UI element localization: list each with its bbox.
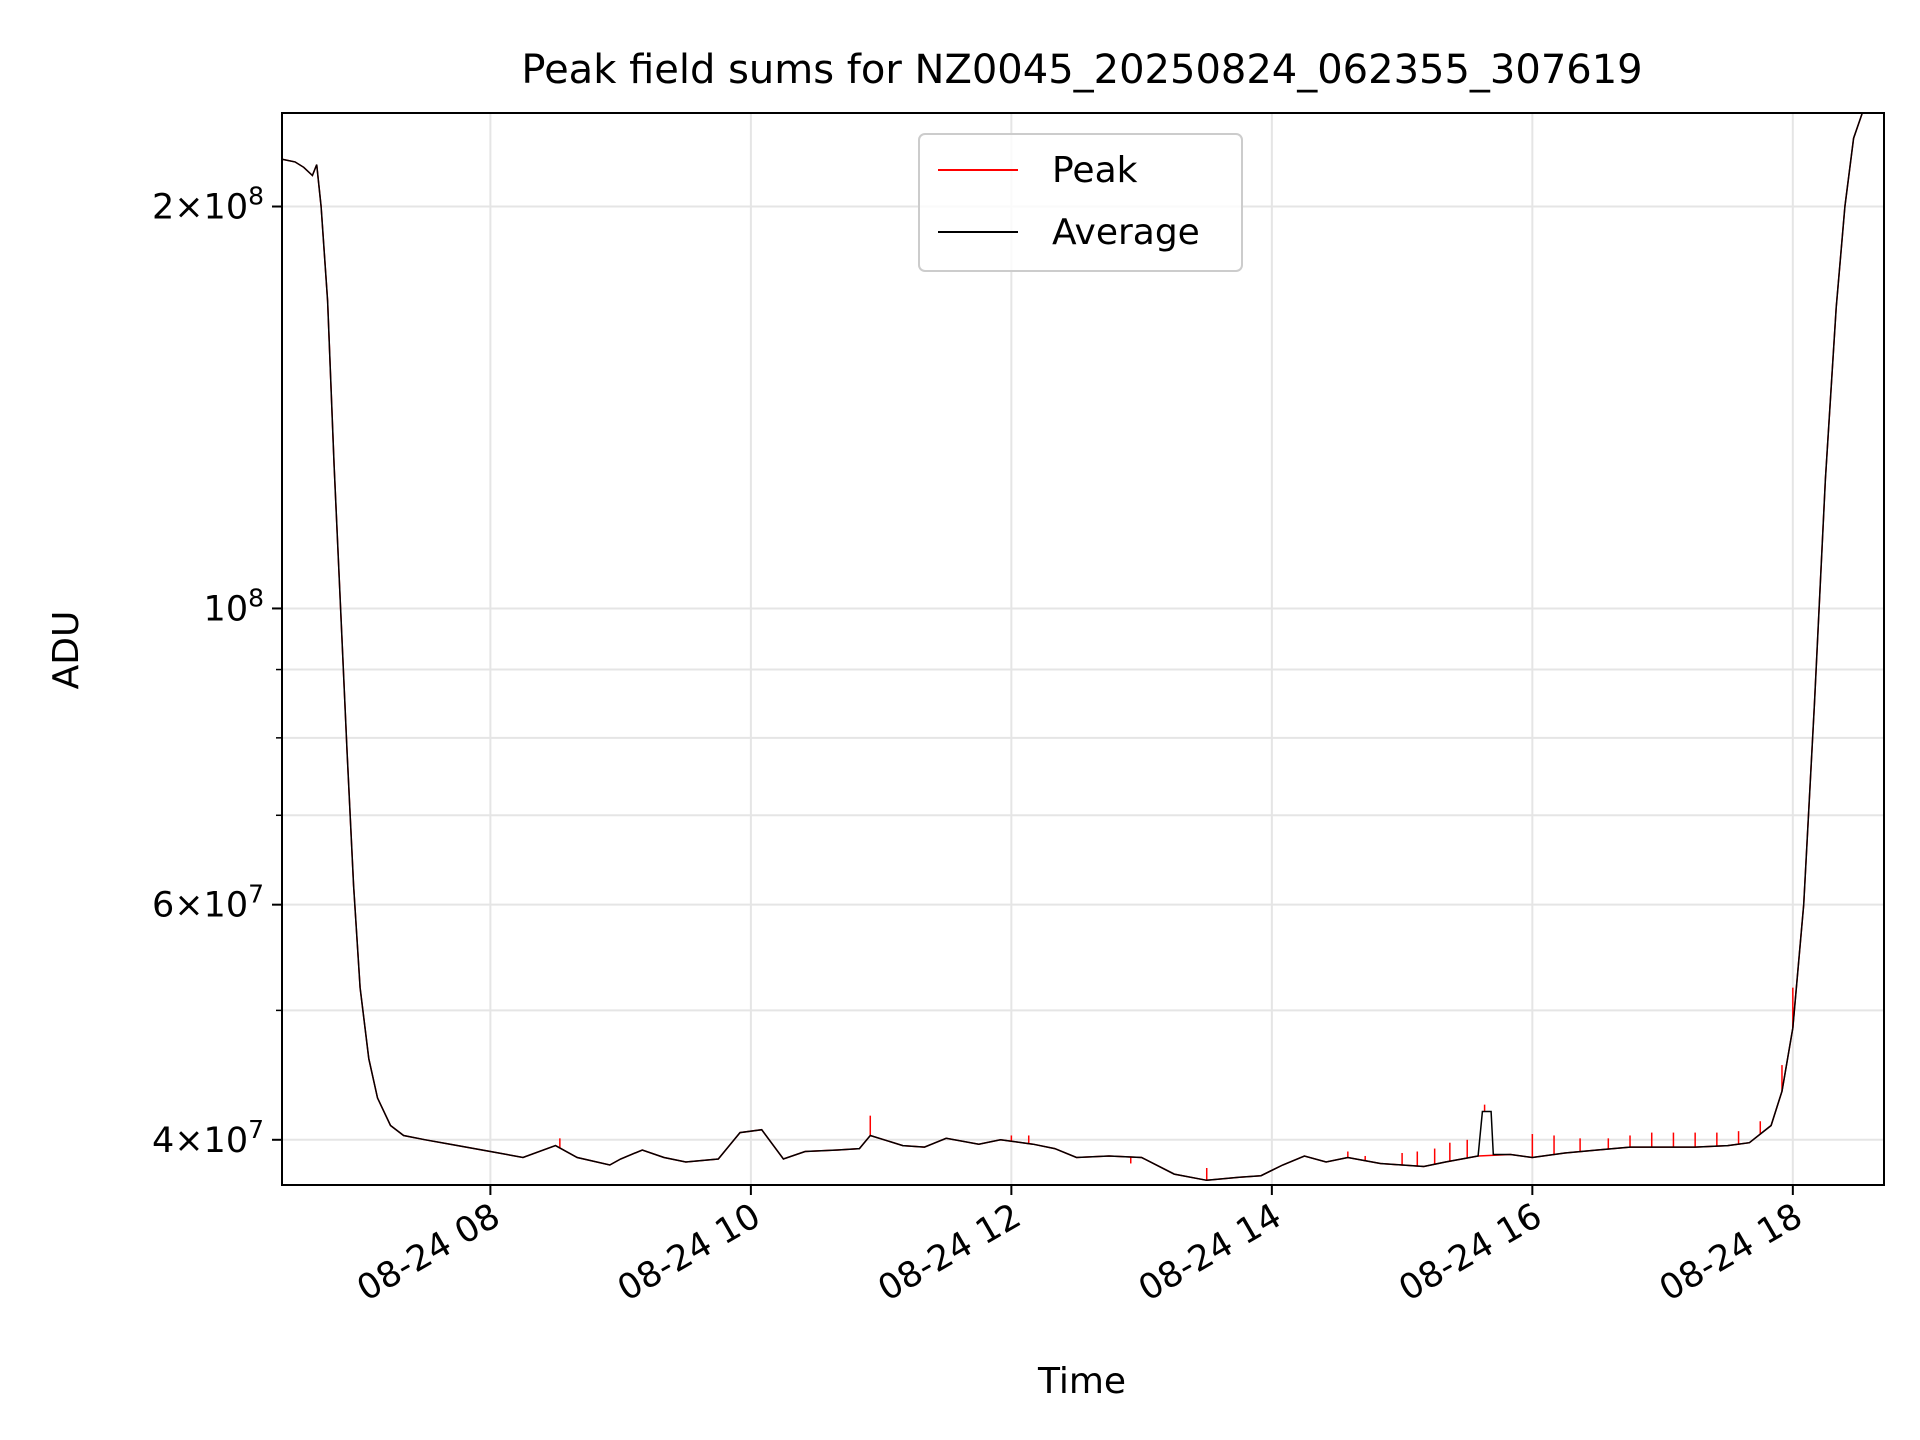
legend-average-label: Average	[1052, 212, 1200, 253]
plot-frame	[281, 112, 1885, 1186]
y-axis: 4×107 6×107 108 2×108	[152, 182, 282, 1161]
chart-title: Peak field sums for NZ0045_20250824_0623…	[521, 47, 1642, 93]
legend: Peak Average	[918, 133, 1243, 272]
legend-peak-label: Peak	[1052, 150, 1138, 191]
y-tick-mantissa: 6	[152, 886, 174, 926]
y-tick-mantissa: 4	[152, 1121, 174, 1161]
legend-box	[918, 133, 1243, 272]
y-axis-label: ADU	[46, 611, 87, 690]
series-layer	[282, 113, 1884, 1182]
y-tick-label: 6×107	[152, 880, 264, 926]
y-tick-exponent: 7	[248, 880, 264, 909]
y-tick-label: 2×108	[152, 182, 264, 228]
y-tick-exponent: 8	[248, 182, 264, 211]
x-axis-label: Time	[1037, 1361, 1126, 1402]
y-tick-mantissa: 2	[152, 188, 174, 228]
y-tick-label: 108	[204, 583, 264, 629]
y-tick-exponent: 8	[248, 583, 264, 612]
y-tick-exponent: 7	[248, 1115, 264, 1144]
series-average-line	[282, 113, 1884, 1182]
y-tick-label: 4×107	[152, 1115, 264, 1161]
